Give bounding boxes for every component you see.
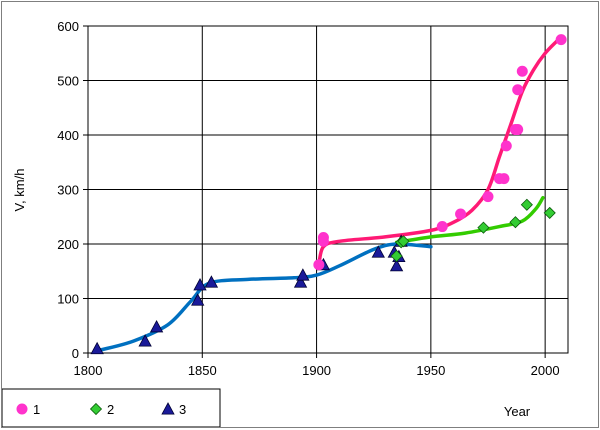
legend-label-1: 1 <box>33 402 40 417</box>
series-3-point <box>149 319 164 333</box>
legend-marker-1 <box>16 403 28 415</box>
x-tick-label: 1800 <box>74 363 103 378</box>
y-tick-label: 200 <box>57 237 79 252</box>
series-1-point <box>482 191 494 203</box>
series-2-point <box>520 198 533 211</box>
series-1-point <box>555 34 567 46</box>
series-2-curve <box>394 195 545 245</box>
y-tick-label: 300 <box>57 183 79 198</box>
series-2-point <box>509 216 522 229</box>
x-tick-label: 2000 <box>531 363 560 378</box>
series-1-point <box>455 208 467 220</box>
legend-marker-3 <box>161 402 175 415</box>
x-tick-label: 1950 <box>416 363 445 378</box>
y-tick-label: 100 <box>57 292 79 307</box>
data-points <box>90 34 567 355</box>
series-2-point <box>390 249 403 263</box>
y-tick-label: 0 <box>72 346 79 361</box>
series-1-point <box>516 65 528 77</box>
series-1-point <box>498 173 510 185</box>
series-3-point <box>371 245 385 258</box>
x-tick-label: 1850 <box>188 363 217 378</box>
series-1-point <box>500 140 512 152</box>
series-1-point <box>313 259 325 271</box>
grid <box>83 25 569 358</box>
series-1-point <box>512 124 524 136</box>
series-1-point <box>512 84 524 96</box>
series-1-curve <box>317 39 559 266</box>
series-3-point <box>389 258 404 272</box>
series-3-point <box>193 278 207 291</box>
series-2-point <box>477 221 490 234</box>
series-2-point <box>397 235 410 248</box>
legend-marker-2 <box>89 402 103 416</box>
y-tick-label: 400 <box>57 128 79 143</box>
series-3-point <box>204 275 219 288</box>
series-1-point <box>317 235 329 247</box>
series-1-point <box>436 221 448 233</box>
series-3-point <box>138 334 152 347</box>
y-axis-label: V, km/h <box>12 169 27 212</box>
fit-curves <box>97 39 559 353</box>
series-3-point <box>293 275 308 288</box>
series-3-point <box>90 341 104 355</box>
y-tick-label: 600 <box>57 19 79 34</box>
y-tick-label: 500 <box>57 74 79 89</box>
series-3-point <box>191 293 205 306</box>
series-3-curve <box>97 242 433 353</box>
legend-box <box>2 388 221 427</box>
series-2-point <box>543 206 556 220</box>
x-axis-label: Year <box>504 404 531 419</box>
legend-label-2: 2 <box>107 402 114 417</box>
series-3-point <box>296 268 310 281</box>
tick-labels: 1800 1850 1900 1950 2000 0 100 200 300 400 500 600 <box>57 19 559 378</box>
legend-label-3: 3 <box>179 402 186 417</box>
x-tick-label: 1900 <box>302 363 331 378</box>
legend: 1 2 3 <box>2 388 221 427</box>
